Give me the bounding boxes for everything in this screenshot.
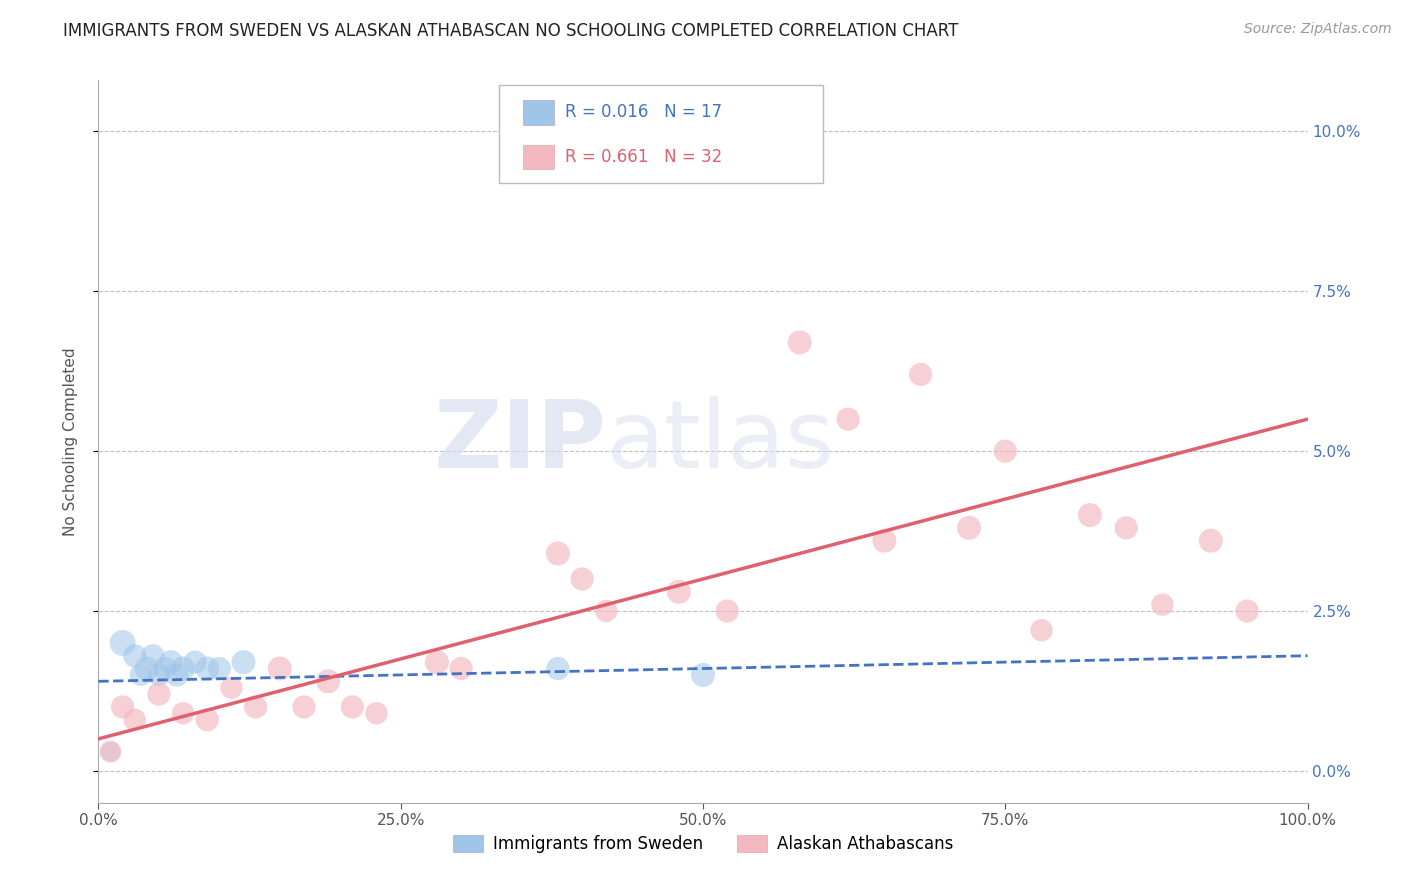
Point bbox=[547, 546, 569, 560]
Point bbox=[124, 713, 146, 727]
Point bbox=[160, 655, 183, 669]
Point bbox=[1199, 533, 1222, 548]
Point bbox=[172, 706, 194, 721]
Point bbox=[195, 713, 218, 727]
Text: ZIP: ZIP bbox=[433, 395, 606, 488]
Point bbox=[668, 584, 690, 599]
Point bbox=[873, 533, 896, 548]
Point bbox=[166, 668, 188, 682]
Text: Source: ZipAtlas.com: Source: ZipAtlas.com bbox=[1244, 22, 1392, 37]
Point bbox=[221, 681, 243, 695]
Point bbox=[837, 412, 859, 426]
Point bbox=[789, 335, 811, 350]
Point bbox=[142, 648, 165, 663]
Point bbox=[450, 661, 472, 675]
Point bbox=[195, 661, 218, 675]
Point bbox=[292, 699, 315, 714]
Point bbox=[148, 687, 170, 701]
Point bbox=[245, 699, 267, 714]
Point bbox=[910, 368, 932, 382]
Point bbox=[135, 661, 157, 675]
Point bbox=[124, 648, 146, 663]
Point bbox=[1031, 623, 1053, 637]
Point bbox=[1236, 604, 1258, 618]
Point bbox=[129, 668, 152, 682]
Point bbox=[366, 706, 388, 721]
Point bbox=[172, 661, 194, 675]
Point bbox=[232, 655, 254, 669]
Point bbox=[100, 745, 122, 759]
Point bbox=[208, 661, 231, 675]
Point bbox=[184, 655, 207, 669]
Point bbox=[595, 604, 617, 618]
Point bbox=[269, 661, 291, 675]
Point bbox=[957, 521, 980, 535]
Point bbox=[547, 661, 569, 675]
Point bbox=[342, 699, 364, 714]
Text: R = 0.661   N = 32: R = 0.661 N = 32 bbox=[565, 148, 723, 166]
Point bbox=[716, 604, 738, 618]
Y-axis label: No Schooling Completed: No Schooling Completed bbox=[63, 347, 77, 536]
Point bbox=[111, 699, 134, 714]
Text: R = 0.016   N = 17: R = 0.016 N = 17 bbox=[565, 103, 723, 121]
Point bbox=[1152, 598, 1174, 612]
Point bbox=[426, 655, 449, 669]
Point bbox=[994, 444, 1017, 458]
Point bbox=[111, 636, 134, 650]
Text: atlas: atlas bbox=[606, 395, 835, 488]
Point bbox=[1115, 521, 1137, 535]
Point bbox=[692, 668, 714, 682]
Point bbox=[148, 668, 170, 682]
Legend: Immigrants from Sweden, Alaskan Athabascans: Immigrants from Sweden, Alaskan Athabasc… bbox=[447, 828, 959, 860]
Point bbox=[100, 745, 122, 759]
Text: IMMIGRANTS FROM SWEDEN VS ALASKAN ATHABASCAN NO SCHOOLING COMPLETED CORRELATION : IMMIGRANTS FROM SWEDEN VS ALASKAN ATHABA… bbox=[63, 22, 959, 40]
Point bbox=[153, 661, 176, 675]
Point bbox=[316, 674, 339, 689]
Point bbox=[1078, 508, 1101, 522]
Point bbox=[571, 572, 593, 586]
